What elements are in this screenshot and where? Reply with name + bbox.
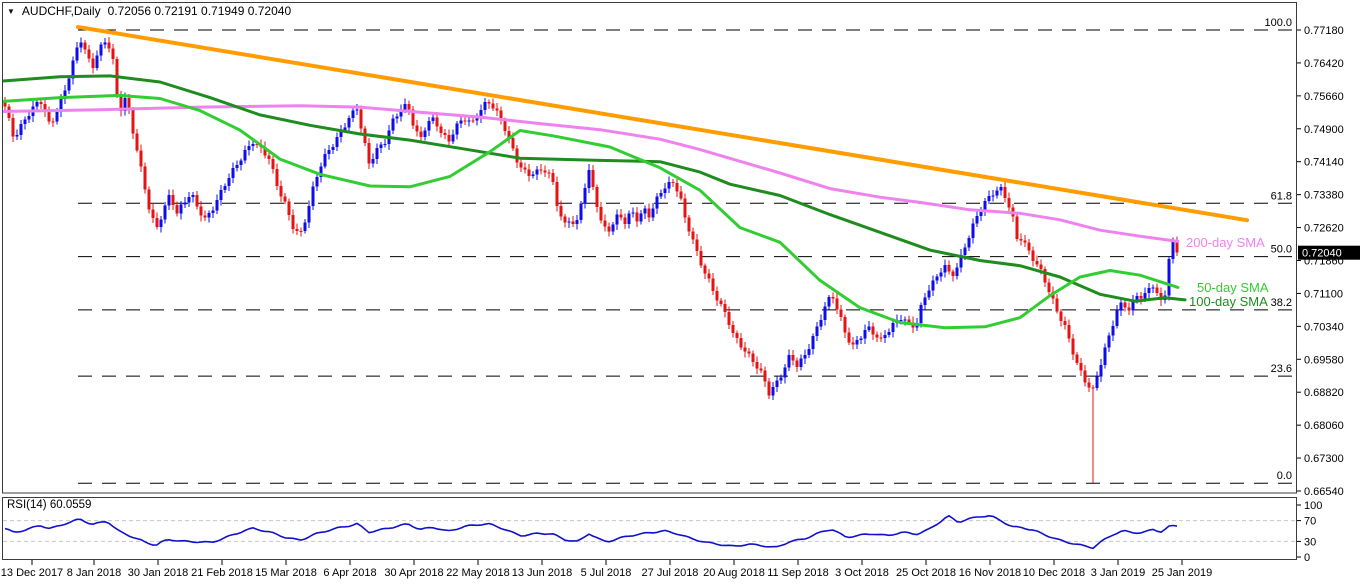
date-tick-label: 27 Jul 2018 xyxy=(642,567,699,579)
price-tick-label: 0.77180 xyxy=(1304,25,1344,37)
date-tick-label: 10 Dec 2018 xyxy=(1023,567,1085,579)
date-tick-label: 15 Mar 2018 xyxy=(255,567,317,579)
price-tick-label: 0.68820 xyxy=(1304,387,1344,399)
rsi-indicator-label: RSI(14) 60.0559 xyxy=(7,499,91,511)
sma50-label: 50-day SMA xyxy=(1197,280,1269,295)
rsi-tick-label: 70 xyxy=(1304,516,1316,528)
date-tick-label: 20 Aug 2018 xyxy=(703,567,765,579)
fibonacci-retracement[interactable] xyxy=(78,29,1296,484)
price-tick-label: 0.74140 xyxy=(1304,157,1344,169)
candlestick-series[interactable] xyxy=(3,37,1179,484)
rsi-axis[interactable]: 100 70 30 0 xyxy=(1297,500,1322,564)
descending-trendline[interactable] xyxy=(76,25,1249,223)
price-axis[interactable]: 0.77180 0.76420 0.75660 0.74900 0.74140 0.733… xyxy=(1297,25,1360,498)
ohlc-values: 0.72056 0.72191 0.71949 0.72040 xyxy=(107,4,292,18)
fib-level-label: 0.0 xyxy=(1277,470,1292,482)
price-tick-label: 0.71100 xyxy=(1304,288,1343,300)
price-tick-label: 0.67300 xyxy=(1304,453,1344,465)
price-tick-label: 0.73380 xyxy=(1304,190,1344,202)
fib-level-label: 23.6 xyxy=(1271,363,1292,375)
rsi-tick-label: 100 xyxy=(1304,500,1322,512)
price-tick-label: 0.75660 xyxy=(1304,91,1344,103)
date-tick-label: 25 Jan 2019 xyxy=(1152,567,1213,579)
date-tick-label: 21 Feb 2018 xyxy=(191,567,253,579)
fib-level-label: 38.2 xyxy=(1271,297,1292,309)
sma200-label: 200-day SMA xyxy=(1186,235,1265,250)
fib-level-label: 100.0 xyxy=(1264,17,1292,29)
date-tick-label: 5 Jul 2018 xyxy=(581,567,632,579)
price-tick-label: 0.69580 xyxy=(1304,354,1344,366)
time-axis[interactable]: 13 Dec 2017 8 Jan 2018 30 Jan 2018 21 Feb 2… xyxy=(1,560,1212,579)
date-tick-label: 13 Dec 2017 xyxy=(1,567,63,579)
date-tick-label: 30 Jan 2018 xyxy=(128,567,189,579)
pane-borders xyxy=(2,2,1297,560)
rsi-series[interactable] xyxy=(3,515,1296,550)
sma-lines[interactable] xyxy=(2,74,1187,330)
sma200-line[interactable] xyxy=(2,104,1180,243)
indicator-labels: 100.0 61.8 50.0 38.2 23.6 0.0 200-day SMA 100-d… xyxy=(1186,17,1292,482)
symbol-dropdown-icon[interactable]: ▼ xyxy=(7,6,15,16)
rsi-value: 60.0559 xyxy=(49,499,92,511)
date-tick-label: 3 Jan 2019 xyxy=(1091,567,1145,579)
price-tick-label: 0.72620 xyxy=(1304,223,1344,235)
price-tick-label: 0.66540 xyxy=(1304,486,1344,498)
price-tick-label: 0.74900 xyxy=(1304,124,1344,136)
symbol-title: AUDCHF,Daily xyxy=(21,4,101,18)
fib-level-label: 50.0 xyxy=(1271,244,1292,256)
sma100-label: 100-day SMA xyxy=(1189,294,1268,309)
date-tick-label: 11 Sep 2018 xyxy=(767,567,829,579)
sma100-line[interactable] xyxy=(2,74,1187,303)
date-tick-label: 13 Jun 2018 xyxy=(512,567,573,579)
price-tick-label: 0.76420 xyxy=(1304,58,1344,70)
rsi-tick-label: 0 xyxy=(1304,552,1310,564)
date-tick-label: 16 Nov 2018 xyxy=(959,567,1021,579)
sma50-line[interactable] xyxy=(2,93,1180,330)
fib-level-label: 61.8 xyxy=(1271,190,1292,202)
rsi-name: RSI(14) xyxy=(7,499,47,511)
current-price-value: 0.72040 xyxy=(1302,248,1342,260)
date-tick-label: 25 Oct 2018 xyxy=(896,567,956,579)
date-tick-label: 8 Jan 2018 xyxy=(67,567,121,579)
date-tick-label: 3 Oct 2018 xyxy=(835,567,889,579)
price-tick-label: 0.70340 xyxy=(1304,321,1344,333)
rsi-tick-label: 30 xyxy=(1304,536,1316,548)
price-tick-label: 0.68060 xyxy=(1304,420,1344,432)
date-tick-label: 22 May 2018 xyxy=(446,567,510,579)
chart-title-bar: ▼ AUDCHF,Daily 0.72056 0.72191 0.71949 0… xyxy=(7,4,291,18)
date-tick-label: 30 Apr 2018 xyxy=(384,567,443,579)
current-price-tag xyxy=(1298,245,1360,260)
date-tick-label: 6 Apr 2018 xyxy=(323,567,376,579)
